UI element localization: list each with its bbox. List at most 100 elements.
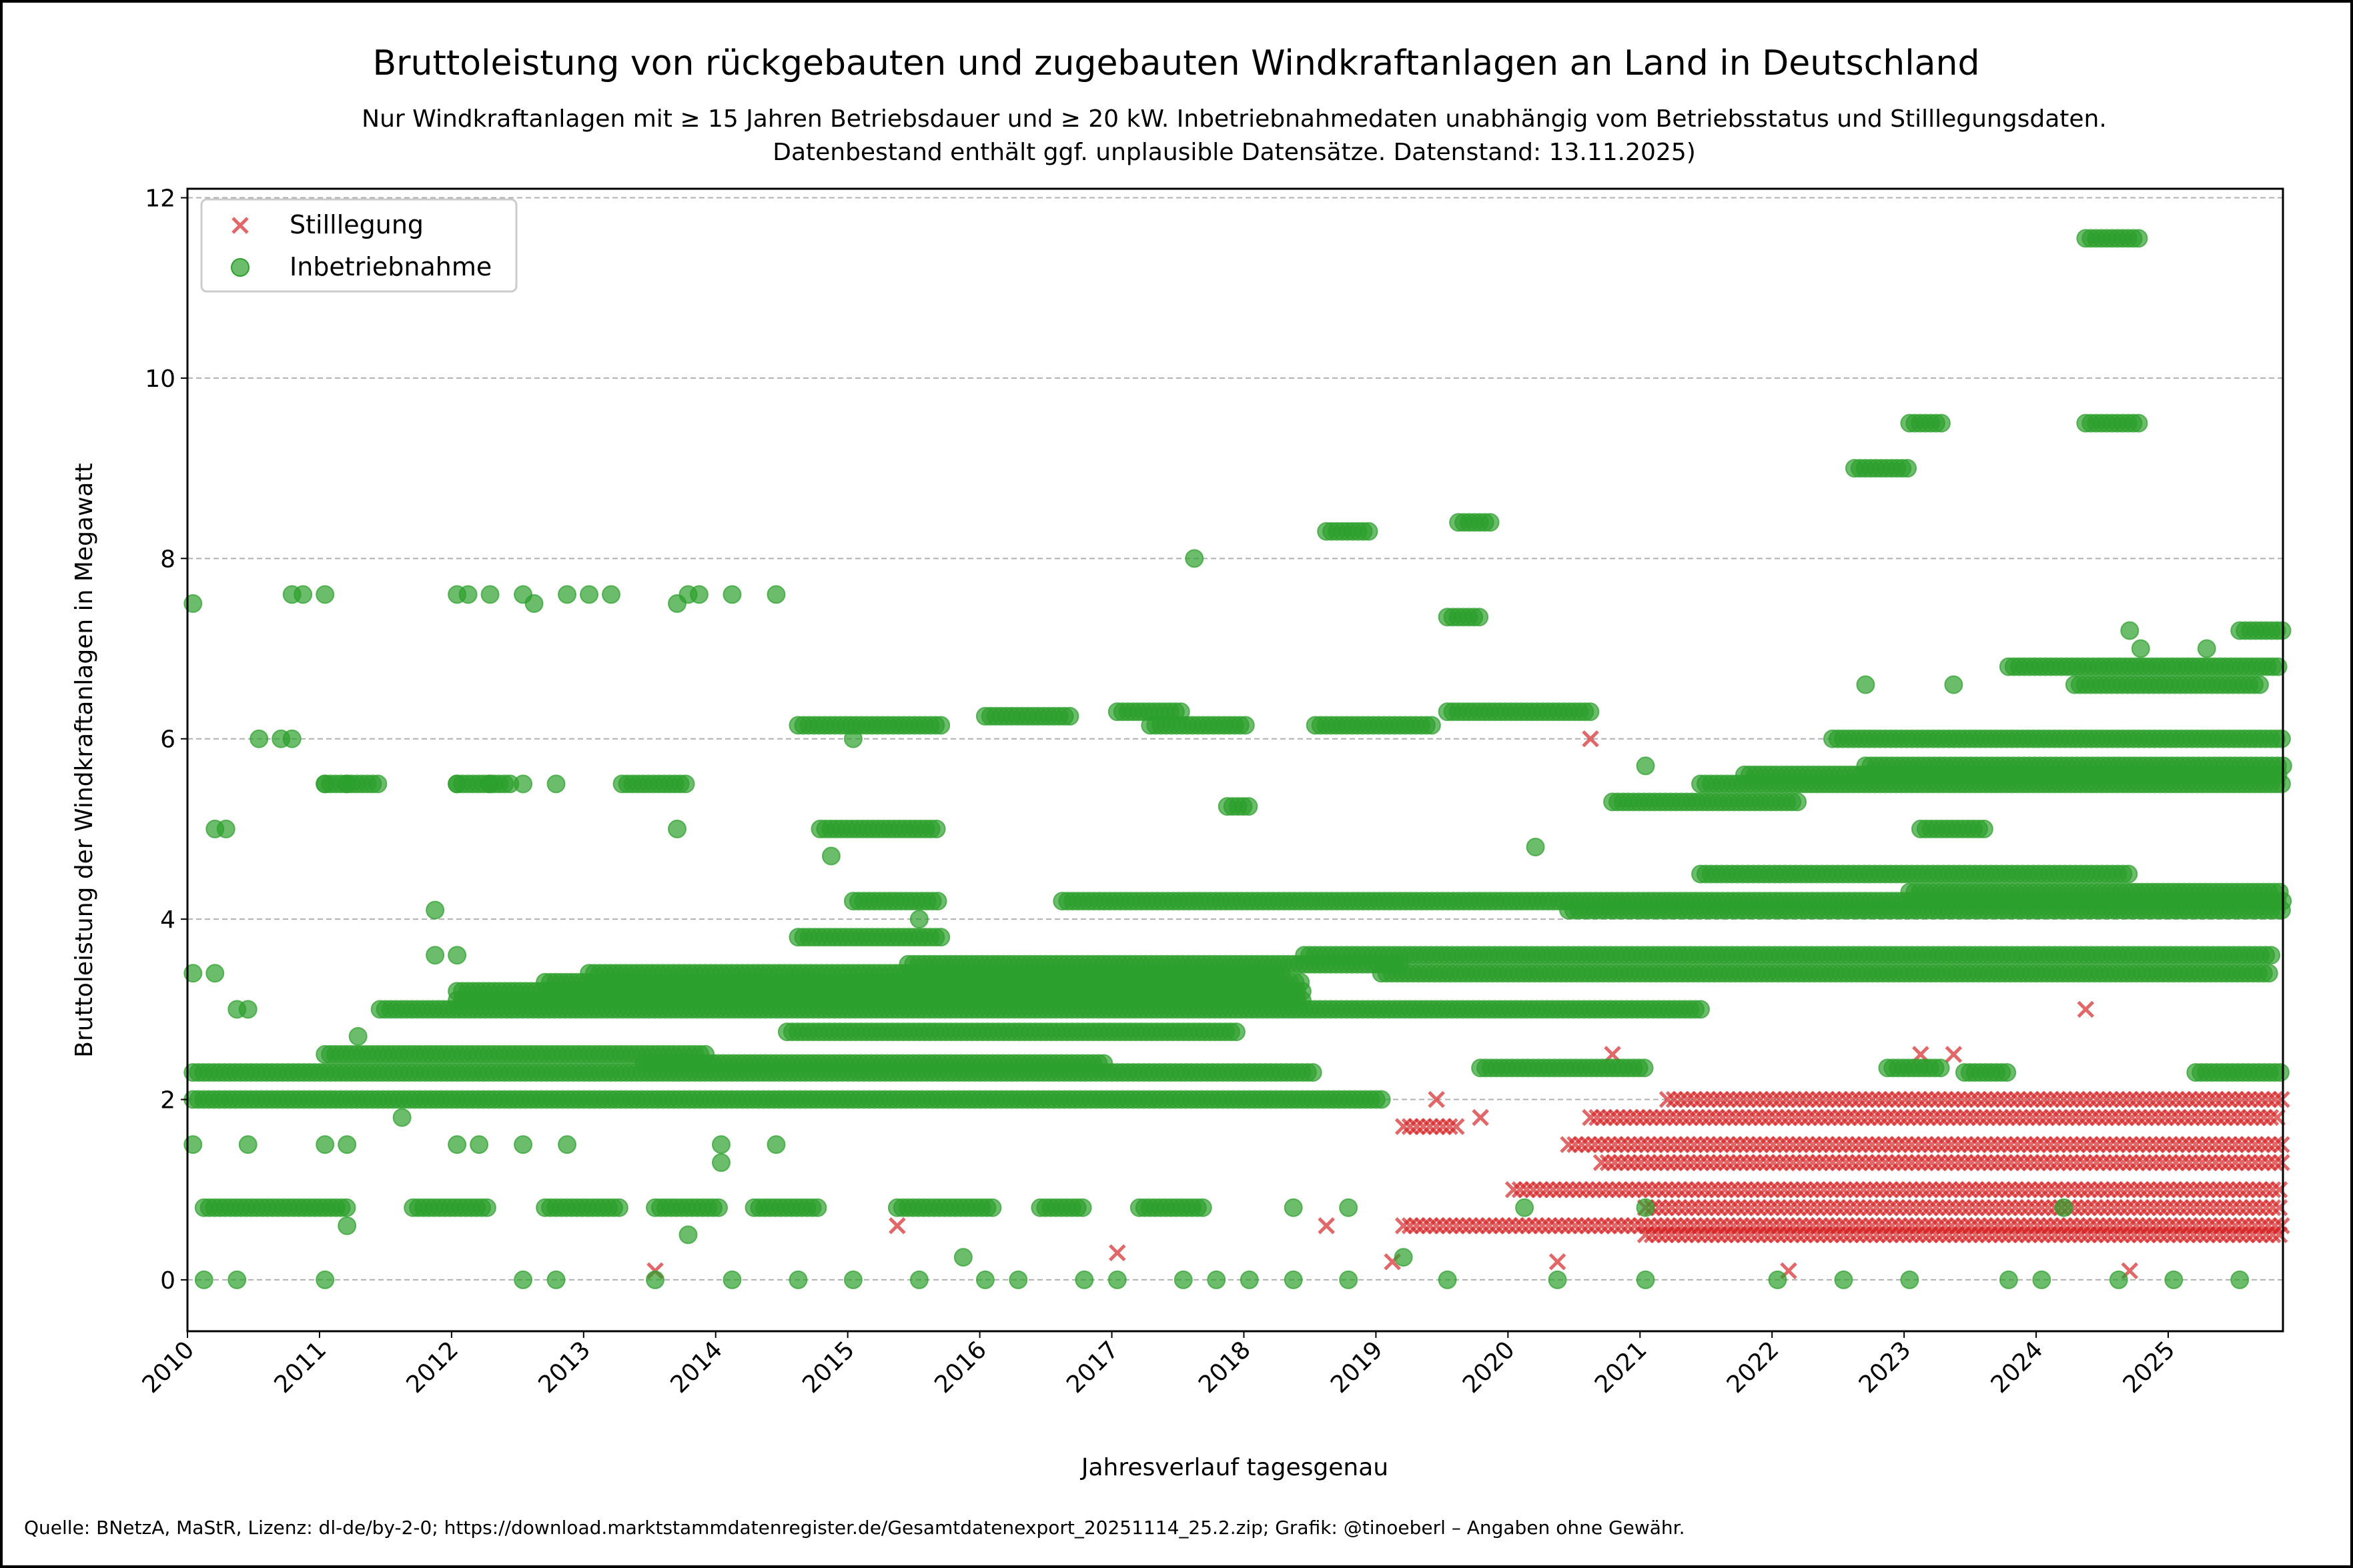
- data-point: [1639, 1136, 1657, 1153]
- data-point: [2240, 1090, 2258, 1108]
- data-point: [1173, 1270, 1193, 1289]
- data-point: [2220, 1154, 2238, 1171]
- data-point: [1665, 1136, 1683, 1153]
- data-point: [1927, 1181, 1945, 1199]
- data-point: [1784, 1090, 1802, 1108]
- y-tick-label: 4: [160, 906, 175, 934]
- data-point: [1421, 1118, 1438, 1135]
- data-point: [1941, 1226, 1958, 1244]
- data-point: [1982, 1090, 2000, 1108]
- data-point: [2101, 1136, 2119, 1153]
- data-point: [1905, 1108, 1923, 1126]
- data-point: [1691, 1000, 1710, 1019]
- data-point: [1890, 1136, 1907, 1153]
- data-point: [2061, 1136, 2079, 1153]
- data-point: [1438, 1270, 1457, 1289]
- data-point: [1643, 1226, 1661, 1244]
- data-point: [2105, 1199, 2123, 1217]
- data-point: [1480, 513, 1500, 532]
- data-point: [1821, 1181, 1839, 1199]
- data-point: [1408, 1217, 1426, 1235]
- data-point: [580, 585, 599, 604]
- data-point: [678, 1225, 698, 1245]
- data-point: [2165, 1226, 2183, 1244]
- data-point: [2172, 1181, 2189, 1199]
- data-point: [1236, 716, 1255, 735]
- data-point: [1109, 1244, 1126, 1262]
- data-point: [2167, 1154, 2185, 1171]
- data-point: [1714, 1108, 1731, 1126]
- data-point: [2202, 1108, 2220, 1126]
- data-point: [1890, 1090, 1907, 1108]
- data-point: [1907, 1181, 1925, 1199]
- data-point: [480, 774, 500, 794]
- data-point: [1967, 1226, 1985, 1244]
- data-point: [1789, 1181, 1806, 1199]
- data-point: [2079, 1226, 2097, 1244]
- data-point: [2148, 1090, 2165, 1108]
- data-point: [1560, 1136, 1577, 1153]
- data-point: [1806, 1108, 1824, 1126]
- data-point: [1494, 1217, 1511, 1235]
- data-point: [1916, 1154, 1934, 1171]
- data-point: [1967, 1181, 1985, 1199]
- data-point: [1907, 1199, 1925, 1217]
- data-point: [2033, 1226, 2051, 1244]
- data-point: [2192, 1181, 2209, 1199]
- data-point: [2192, 1199, 2209, 1217]
- data-point: [2233, 1090, 2251, 1108]
- data-point: [609, 1198, 628, 1217]
- data-point: [1711, 1136, 1729, 1153]
- data-point: [2229, 1108, 2246, 1126]
- data-point: [1945, 1046, 1963, 1063]
- data-point: [1240, 1270, 1259, 1289]
- data-point: [1617, 1181, 1634, 1199]
- data-point: [558, 1135, 577, 1154]
- data-point: [1421, 1217, 1438, 1235]
- data-point: [1614, 1108, 1632, 1126]
- data-point: [1833, 1108, 1850, 1126]
- data-point: [1657, 1226, 1674, 1244]
- data-point: [2009, 1154, 2026, 1171]
- data-point: [1107, 1270, 1127, 1289]
- data-point: [2048, 1090, 2066, 1108]
- data-point: [2070, 1108, 2088, 1126]
- data-point: [1540, 1217, 1558, 1235]
- data-point: [1009, 1270, 1028, 1289]
- data-point: [1592, 1217, 1610, 1235]
- data-point: [1648, 1108, 1665, 1126]
- data-point: [1507, 1217, 1524, 1235]
- data-point: [1960, 1181, 1978, 1199]
- data-point: [1441, 1118, 1458, 1135]
- data-point: [1394, 1248, 1413, 1267]
- data-point: [2107, 1136, 2126, 1153]
- data-point: [2019, 1226, 2037, 1244]
- data-point: [1721, 1108, 1738, 1126]
- data-point: [1809, 1199, 1826, 1217]
- data-point: [1472, 1108, 1489, 1126]
- data-point: [1784, 1136, 1802, 1153]
- data-point: [2126, 1199, 2143, 1217]
- data-point: [2103, 1108, 2121, 1126]
- data-point: [2121, 1090, 2139, 1108]
- data-point: [1738, 1090, 1756, 1108]
- data-point: [1960, 1199, 1978, 1217]
- data-point: [1679, 1154, 1696, 1171]
- data-point: [2059, 1181, 2077, 1199]
- data-point: [1703, 1226, 1721, 1244]
- data-point: [1791, 1154, 1809, 1171]
- data-point: [1467, 1217, 1485, 1235]
- data-point: [1901, 1226, 1919, 1244]
- data-point: [2033, 1181, 2051, 1199]
- data-point: [2165, 1199, 2183, 1217]
- data-point: [1339, 1270, 1358, 1289]
- data-point: [2246, 1136, 2264, 1153]
- data-point: [1590, 1181, 1608, 1199]
- data-point: [2081, 1090, 2099, 1108]
- data-point: [1941, 1199, 1958, 1217]
- data-point: [1718, 1090, 1736, 1108]
- data-point: [1899, 1108, 1916, 1126]
- data-point: [1975, 1154, 1993, 1171]
- data-point: [1903, 1154, 1921, 1171]
- data-point: [1997, 1108, 2015, 1126]
